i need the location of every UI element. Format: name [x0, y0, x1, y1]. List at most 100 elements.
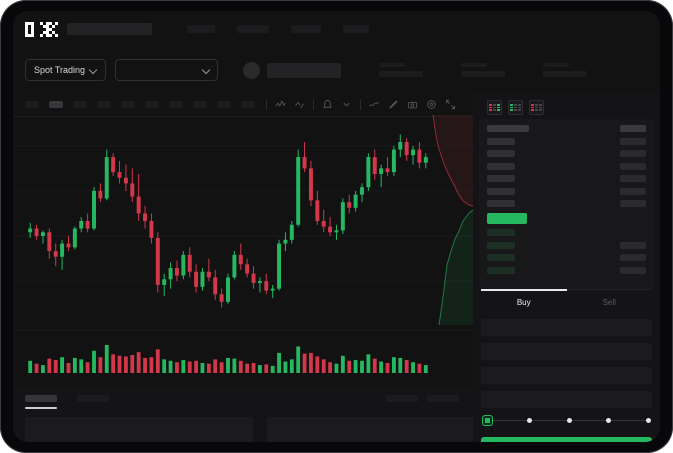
drawing-tools-icon[interactable] [387, 98, 400, 111]
orderbook-view-bids[interactable] [508, 100, 523, 115]
chevron-down-icon [90, 67, 97, 74]
timeframe-button-4[interactable] [97, 101, 111, 108]
compare-icon[interactable] [293, 98, 306, 111]
nav-item-3[interactable] [291, 25, 321, 33]
search-input[interactable] [67, 23, 152, 35]
tab-buy-label: Buy [516, 298, 531, 307]
stat-last-price-value [379, 71, 424, 77]
trading-mode-select[interactable]: Spot Trading [25, 59, 107, 81]
stat-24h-change-value [461, 71, 506, 77]
ticker-stats [379, 63, 588, 77]
chevron-down-icon [203, 67, 210, 74]
orderbook-bid-row-price [487, 266, 515, 274]
candlestick-chart[interactable] [13, 117, 473, 325]
orders-actions [386, 395, 459, 402]
indicators-icon[interactable] [274, 98, 287, 111]
timeframe-button-7[interactable] [169, 101, 183, 108]
timeframe-button-5[interactable] [121, 101, 135, 108]
tab-buy[interactable]: Buy [481, 289, 567, 315]
chart-toolbar [13, 93, 473, 117]
orderbook-ask-row[interactable] [487, 175, 646, 182]
timeframe-button-3[interactable] [73, 101, 87, 108]
orderbook-ask-row[interactable] [487, 187, 646, 195]
orderbook-bid-row-price [487, 241, 515, 249]
timeframe-button-6[interactable] [145, 101, 159, 108]
orderbook-ask-row-price [487, 150, 515, 157]
orderbook-view-both[interactable] [487, 100, 502, 115]
pair-select[interactable] [115, 59, 219, 81]
app-screen: Spot Trading [13, 11, 660, 442]
line-chart-icon[interactable] [368, 98, 381, 111]
timeframe-button-2[interactable] [49, 101, 63, 108]
order-form-field-2[interactable] [481, 343, 652, 360]
orderbook-bid-row-amount [620, 241, 646, 249]
stat-24h-change-label [461, 63, 488, 67]
orderbook-bid-row[interactable] [487, 241, 646, 249]
primary-nav [187, 25, 369, 33]
stat-last-price-label [379, 63, 406, 67]
orderbook-ask-row[interactable] [487, 162, 646, 170]
okx-logo[interactable] [25, 21, 58, 37]
timeframe-button-1[interactable] [25, 101, 39, 108]
timeframe-button-9[interactable] [217, 101, 231, 108]
orderbook-ask-row[interactable] [487, 150, 646, 157]
stepper-dot-2[interactable] [526, 417, 532, 423]
tab-order-history[interactable] [77, 395, 109, 402]
stat-24h-volume-value [543, 71, 588, 77]
nav-item-4[interactable] [343, 25, 369, 33]
orderbook-spread-row-price [487, 212, 527, 224]
stepper-dot-4[interactable] [606, 417, 612, 423]
orderbook-view-asks[interactable] [529, 100, 544, 115]
orders-content [25, 417, 479, 442]
app-header [13, 11, 660, 47]
tab-open-orders[interactable] [25, 395, 57, 409]
order-form-field-1[interactable] [481, 319, 652, 336]
stat-24h-volume-label [543, 63, 570, 67]
timeframe-group [25, 101, 265, 108]
timeframe-button-8[interactable] [193, 101, 207, 108]
orderbook-bid-row[interactable] [487, 254, 646, 261]
orderbook-ask-row-amount [620, 200, 646, 207]
orderbook-ask-row[interactable] [487, 200, 646, 207]
orderbook-ask-row[interactable] [487, 137, 646, 145]
orderbook-ask-row-price [487, 137, 515, 145]
alert-icon[interactable] [321, 98, 334, 111]
nav-item-1[interactable] [187, 25, 215, 33]
volume-chart[interactable] [13, 325, 473, 387]
order-form-field-4[interactable] [481, 391, 652, 408]
orderbook-bid-row[interactable] [487, 229, 646, 236]
bottom-action-2[interactable] [427, 395, 459, 402]
settings-icon[interactable] [425, 98, 438, 111]
bottom-card-left [25, 417, 253, 442]
buy-sell-tabs: Buy Sell [481, 289, 652, 315]
orderbook[interactable] [479, 119, 654, 289]
toolbar-divider [266, 99, 267, 110]
camera-icon[interactable] [406, 98, 419, 111]
orderbook-header-price [487, 125, 529, 132]
timeframe-button-10[interactable] [241, 101, 255, 108]
tab-order-history-label [77, 395, 109, 402]
orderbook-bid-row[interactable] [487, 266, 646, 274]
chevron-down-icon[interactable] [340, 98, 353, 111]
stepper-dot-1[interactable] [483, 415, 492, 425]
active-tab-indicator [25, 407, 57, 409]
orderbook-bid-row-price [487, 254, 515, 261]
toolbar-divider [360, 99, 361, 110]
orderbook-spread-row[interactable] [487, 212, 646, 224]
orders-tabs [25, 395, 109, 409]
volume-svg [13, 329, 473, 373]
orderbook-ask-row-amount [620, 137, 646, 145]
bottom-action-1[interactable] [386, 395, 418, 402]
tab-sell[interactable]: Sell [567, 290, 653, 315]
stepper-dot-3[interactable] [566, 417, 572, 423]
orderbook-ask-row-price [487, 175, 515, 182]
order-form-field-3[interactable] [481, 367, 652, 384]
orderbook-ask-row-amount [620, 187, 646, 195]
candlestick-svg [13, 134, 473, 308]
fullscreen-icon[interactable] [444, 98, 457, 111]
stepper-dot-5[interactable] [646, 417, 651, 423]
coin-avatar [243, 61, 261, 79]
submit-order-button[interactable] [481, 437, 652, 442]
nav-item-2[interactable] [237, 25, 269, 33]
progress-stepper [483, 414, 651, 426]
